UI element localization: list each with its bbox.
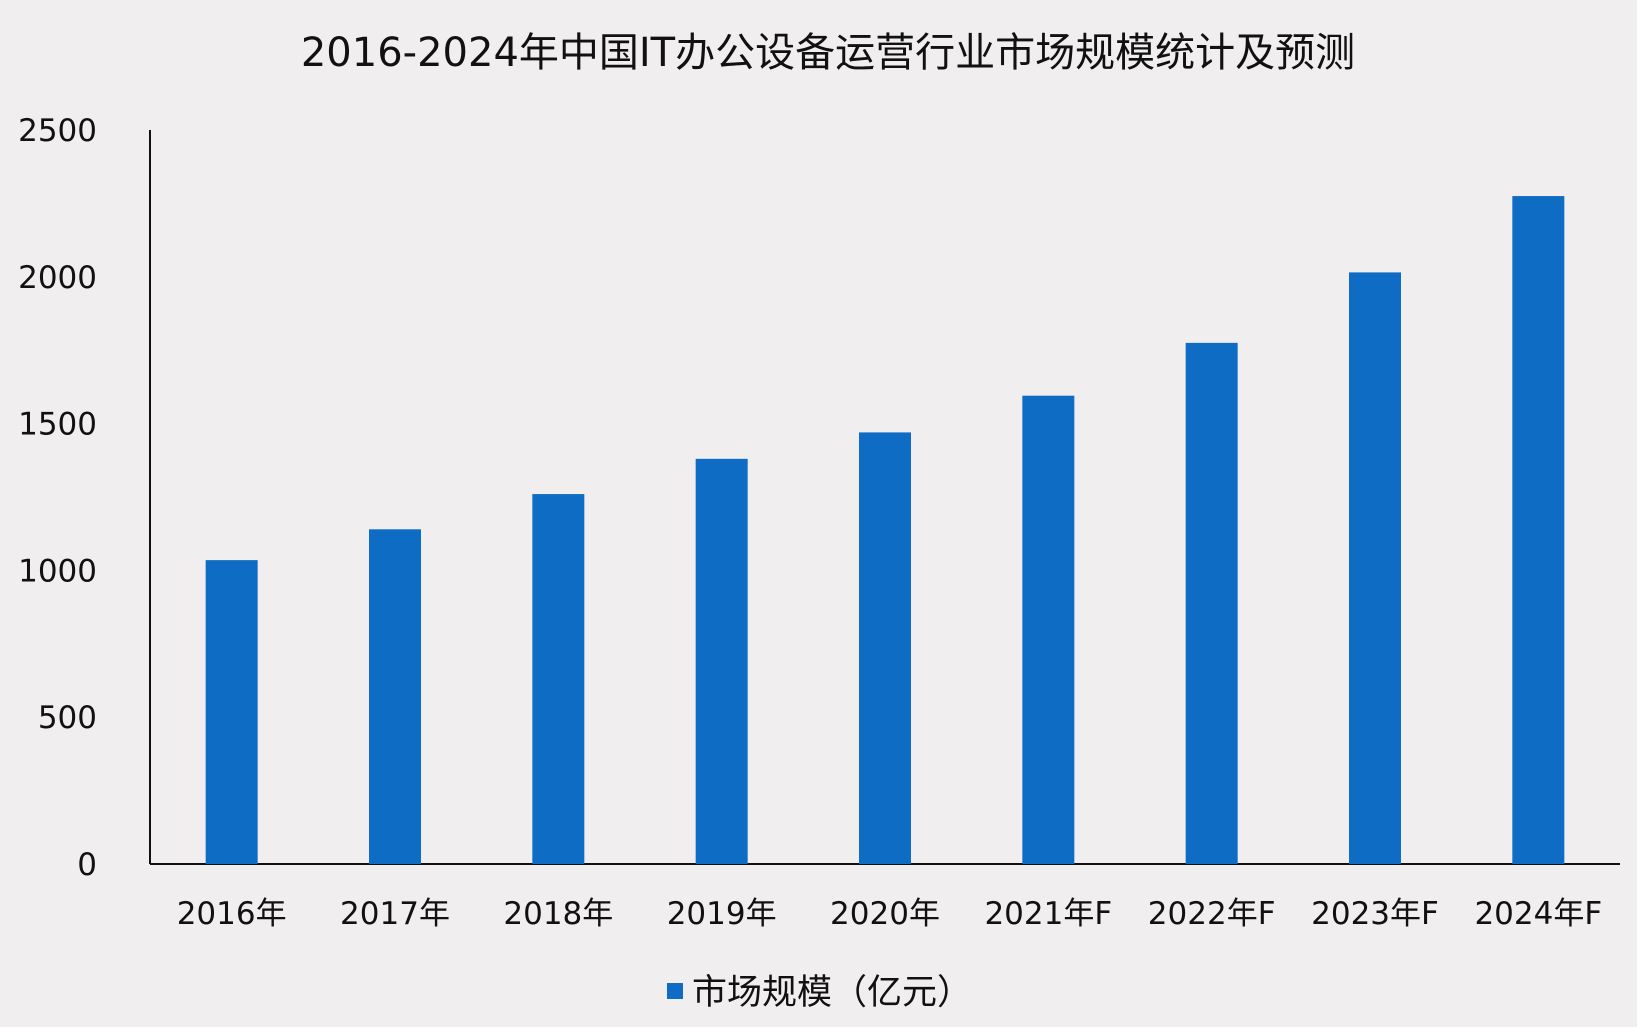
bar: [1185, 342, 1238, 864]
y-tick-label: 2500: [18, 113, 97, 149]
bar: [532, 494, 585, 864]
bar: [1022, 395, 1075, 864]
bar: [1349, 272, 1401, 864]
x-tick-label: 2024年F: [1474, 896, 1602, 932]
y-tick-label: 500: [38, 700, 97, 736]
x-tick-label: 2016年: [177, 896, 287, 932]
plot-area: 0 500 1000 1500 2000 2500 2016年 2017年 2018年 2019年…: [18, 113, 1620, 932]
x-tick-label: 2020年: [830, 896, 940, 932]
bar: [859, 432, 911, 864]
y-tick-label: 0: [77, 847, 97, 883]
x-tick-label: 2019年: [667, 896, 777, 932]
bar: [205, 560, 258, 864]
x-tick-label: 2018年: [503, 896, 613, 932]
x-tick-label: 2022年F: [1148, 896, 1276, 932]
bar: [1512, 196, 1565, 864]
y-tick-label: 2000: [18, 260, 97, 296]
x-tick-label: 2021年F: [984, 896, 1112, 932]
y-tick-label: 1000: [18, 553, 97, 589]
bar: [369, 529, 421, 864]
legend-swatch: [667, 983, 683, 999]
bar: [695, 458, 748, 864]
chart-title: 2016-2024年中国IT办公设备运营行业市场规模统计及预测: [301, 30, 1355, 76]
x-tick-label: 2017年: [340, 896, 450, 932]
legend: 市场规模（亿元）: [667, 973, 972, 1013]
x-tick-label: 2023年F: [1311, 896, 1439, 932]
legend-label: 市场规模（亿元）: [692, 973, 972, 1013]
y-tick-label: 1500: [18, 407, 97, 443]
